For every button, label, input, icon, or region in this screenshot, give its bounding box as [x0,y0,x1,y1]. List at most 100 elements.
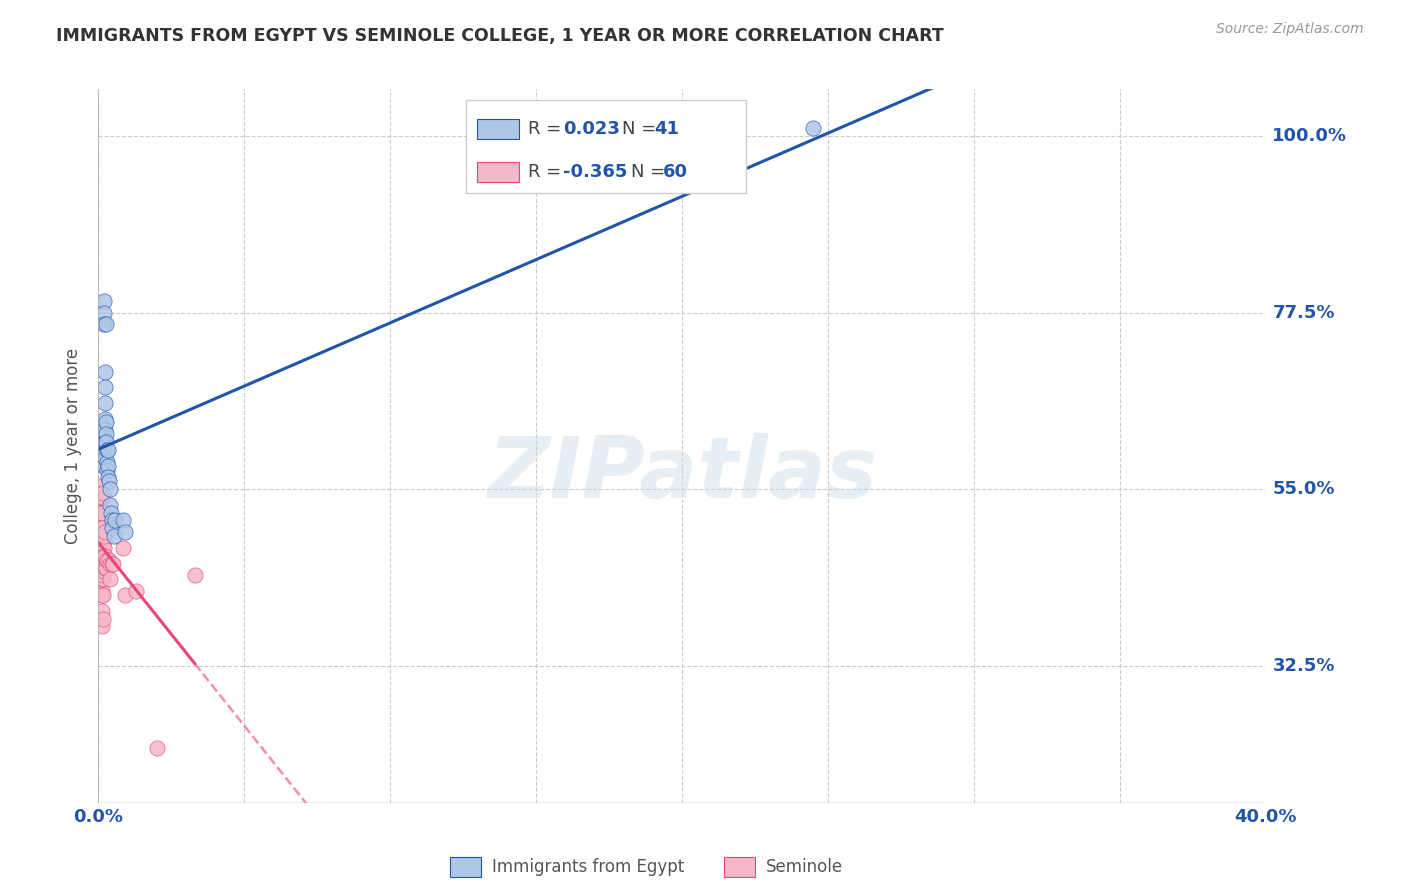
Text: N =: N = [621,120,662,138]
Point [93,549,115,563]
Point [91,537,114,551]
Point [93,560,115,574]
Point [96,455,118,469]
Point [90,490,112,504]
Point [91,557,114,571]
Point [91,423,114,437]
Point [93,541,115,555]
Point [90,565,112,579]
Point [183,568,205,582]
Point [93,442,115,457]
Point [93,557,115,571]
Point [103,557,125,571]
Point [89,509,111,524]
Point [91,572,114,586]
Point [93,306,115,320]
Text: 60: 60 [662,162,688,181]
Point [90,431,112,445]
Point [91,557,114,571]
Point [101,521,124,535]
Point [100,572,122,586]
Point [94,525,117,540]
Point [90,584,112,599]
Point [100,557,122,571]
Point [94,560,117,574]
Point [98,482,121,496]
Point [94,411,117,425]
Point [112,541,135,555]
Point [146,740,169,755]
Point [90,557,112,571]
Point [93,529,115,543]
Point [93,318,115,332]
Text: 55.0%: 55.0% [1272,480,1334,498]
Point [97,458,120,473]
Text: -0.365: -0.365 [562,162,627,181]
Point [93,458,115,473]
Point [103,529,125,543]
Point [100,514,122,528]
Y-axis label: College, 1 year or more: College, 1 year or more [65,348,83,544]
Point [91,619,114,633]
Point [89,529,111,543]
Point [104,514,127,528]
Point [91,537,114,551]
Text: Seminole: Seminole [766,858,844,876]
Point [90,490,112,504]
Point [90,506,112,520]
Point [90,501,112,516]
Point [94,423,117,437]
Point [93,364,115,378]
Point [90,419,112,434]
Point [96,442,118,457]
Point [93,447,115,461]
Point [90,549,112,563]
Text: IMMIGRANTS FROM EGYPT VS SEMINOLE COLLEGE, 1 YEAR OR MORE CORRELATION CHART: IMMIGRANTS FROM EGYPT VS SEMINOLE COLLEG… [56,27,943,45]
Text: ZIPatlas: ZIPatlas [486,433,877,516]
Point [94,318,117,332]
Point [93,565,115,579]
Text: N =: N = [630,162,671,181]
Point [96,435,118,450]
Point [90,517,112,532]
Point [91,568,114,582]
Point [97,470,120,484]
Point [90,506,112,520]
Point [91,435,114,450]
Text: 41: 41 [654,120,679,138]
Point [90,537,112,551]
Point [91,588,114,602]
Text: R =: R = [527,162,567,181]
Point [90,552,112,566]
Point [91,478,114,492]
Point [89,498,111,512]
Text: Source: ZipAtlas.com: Source: ZipAtlas.com [1216,22,1364,37]
Point [97,442,120,457]
Point [91,486,114,500]
Point [93,588,115,602]
Point [94,416,117,430]
Point [100,506,122,520]
Text: Immigrants from Egypt: Immigrants from Egypt [492,858,685,876]
Point [90,533,112,547]
Point [100,557,122,571]
Point [91,611,114,625]
Point [97,552,120,566]
Point [94,435,117,450]
Point [114,525,136,540]
Point [94,396,117,410]
Point [97,475,120,489]
Point [90,537,112,551]
Point [93,450,115,465]
Point [91,439,114,453]
Point [96,552,118,566]
Point [94,427,117,442]
Point [90,521,112,535]
Point [801,121,824,136]
Point [90,490,112,504]
Point [114,588,136,602]
Text: 100.0%: 100.0% [1272,128,1347,145]
Point [91,427,114,442]
Point [96,462,118,476]
Point [112,514,135,528]
